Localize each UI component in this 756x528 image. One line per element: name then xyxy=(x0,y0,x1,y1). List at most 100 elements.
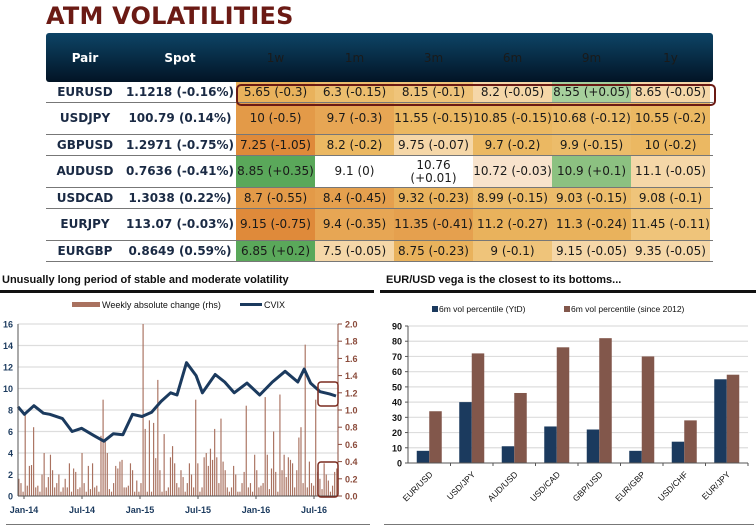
y-left-tick-label: 16 xyxy=(3,320,13,330)
vol-cell-1m: 9.4 (-0.35) xyxy=(315,209,394,240)
y-tick-label: 80 xyxy=(392,337,402,347)
weekly-change-bar xyxy=(319,478,321,496)
weekly-change-bar xyxy=(51,470,54,496)
weekly-change-bar xyxy=(73,468,75,496)
weekly-change-bar xyxy=(115,465,117,496)
weekly-change-bar xyxy=(273,431,275,496)
vol-cell-3m: 9.32 (-0.23) xyxy=(394,188,473,208)
spot-cell: 0.8649 (0.59%) xyxy=(128,243,232,258)
x-category-label: USD/CAD xyxy=(528,469,562,503)
weekly-change-bar xyxy=(195,399,197,496)
weekly-change-bar xyxy=(323,463,325,496)
annotation-box-cvix xyxy=(317,381,339,407)
weekly-change-bar xyxy=(150,491,153,496)
y-tick-label: 90 xyxy=(392,322,402,332)
weekly-change-bar xyxy=(300,427,302,496)
weekly-change-bar xyxy=(228,491,230,496)
weekly-change-bar xyxy=(308,461,310,496)
x-tick-label: Jul-15 xyxy=(185,505,211,515)
weekly-change-bar xyxy=(190,474,193,496)
weekly-change-bar xyxy=(304,344,306,496)
header-9m: 9m xyxy=(581,50,602,65)
header-pair: Pair xyxy=(71,50,99,65)
table-row: USDCAD 1.3038 (0.22%) 8.7 (-0.55) 8.4 (-0.4… xyxy=(46,188,713,209)
weekly-change-bar xyxy=(117,468,119,496)
table-body: EURUSD 1.1218 (-0.16%) 5.65 (-0.3) 6.3 (-0.… xyxy=(46,82,713,262)
weekly-change-bar xyxy=(91,463,94,496)
y-left-tick-label: 6 xyxy=(8,427,13,437)
header-1m: 1m xyxy=(344,50,365,65)
weekly-change-bar xyxy=(298,437,300,496)
weekly-change-bar xyxy=(239,491,241,496)
weekly-change-bar xyxy=(209,448,212,496)
y-right-tick-label: 2.0 xyxy=(345,320,358,330)
header-3m: 3m xyxy=(423,50,444,65)
y-left-tick-label: 14 xyxy=(3,341,13,351)
weekly-change-bar xyxy=(241,483,243,496)
left-chart-bottom-rule xyxy=(6,524,370,525)
y-left-tick-label: 8 xyxy=(8,406,13,416)
weekly-change-bar xyxy=(153,422,155,496)
weekly-change-bar xyxy=(121,459,123,496)
weekly-change-bar xyxy=(325,474,327,496)
vol-cell-1w: 5.65 (-0.3) xyxy=(236,82,315,102)
vol-cell-6m: 8.2 (-0.05) xyxy=(473,82,552,102)
ytd-bar xyxy=(629,450,642,463)
left-legend: Weekly absolute change (rhs) CVIX xyxy=(72,300,285,310)
vol-cell-9m: 9.15 (-0.05) xyxy=(552,241,631,261)
legend-swatch-weekly-change xyxy=(72,302,100,307)
weekly-change-bar xyxy=(163,434,165,496)
weekly-change-bar xyxy=(131,470,134,496)
weekly-change-bar xyxy=(106,453,108,496)
since2012-bar xyxy=(429,411,442,463)
weekly-change-bar xyxy=(159,470,161,496)
vol-cell-1w: 8.85 (+0.35) xyxy=(236,156,315,187)
vol-cell-9m: 10.68 (-0.12) xyxy=(552,103,631,134)
weekly-change-bar xyxy=(230,487,233,496)
pair-cell: USDJPY xyxy=(59,111,111,125)
x-tick-label: Jan-14 xyxy=(10,505,39,515)
weekly-change-bar xyxy=(129,463,132,496)
y-tick-label: 10 xyxy=(392,443,402,453)
weekly-change-bar xyxy=(157,379,159,496)
y-tick-label: 40 xyxy=(392,398,402,408)
weekly-change-bar xyxy=(30,465,33,496)
weekly-change-bar xyxy=(188,463,190,496)
y-tick-label: 20 xyxy=(392,428,402,438)
since2012-bar xyxy=(471,353,485,463)
weekly-change-bar xyxy=(113,483,115,496)
table-row: EURJPY 113.07 (-0.03%) 9.15 (-0.75) 9.4 (-0… xyxy=(46,209,713,241)
x-category-label: EUR/JPY xyxy=(700,469,733,502)
weekly-change-bar xyxy=(98,491,100,496)
vol-cell-1w: 9.15 (-0.75) xyxy=(236,209,315,240)
vol-cell-1m: 8.4 (-0.45) xyxy=(315,188,394,208)
table-row: GBPUSD 1.2971 (-0.75%) 7.25 (-1.05) 8.2 (-0… xyxy=(46,135,713,156)
weekly-change-bar xyxy=(108,489,110,496)
weekly-change-bar xyxy=(184,491,186,496)
weekly-change-bar xyxy=(136,480,138,496)
since2012-bar xyxy=(514,392,527,463)
weekly-change-bar xyxy=(104,440,106,496)
left-chart-rule xyxy=(0,290,374,293)
pair-cell: EURGBP xyxy=(57,243,113,258)
vol-cell-1y: 10.55 (-0.2) xyxy=(631,103,710,134)
right-chart-rule xyxy=(380,290,756,293)
y-right-tick-label: 1.8 xyxy=(345,337,358,347)
weekly-change-bar xyxy=(41,474,43,496)
vol-cell-1y: 9.08 (-0.1) xyxy=(631,188,710,208)
weekly-change-bar xyxy=(144,428,146,496)
ytd-bar xyxy=(671,441,685,463)
pair-cell: GBPUSD xyxy=(56,137,114,152)
weekly-change-bar xyxy=(142,324,144,496)
weekly-change-bar xyxy=(247,487,249,496)
vol-cell-1y: 11.1 (-0.05) xyxy=(631,156,710,187)
x-tick-label: Jul-14 xyxy=(69,505,95,515)
vol-cell-3m: 11.35 (-0.41) xyxy=(394,209,473,240)
x-tick-label: Jan-15 xyxy=(126,505,155,515)
vol-percentile-chart: 6m vol percentile (YtD) 6m vol percentil… xyxy=(392,304,749,503)
weekly-change-bar xyxy=(20,483,22,496)
weekly-change-bar xyxy=(186,483,188,496)
y-right-tick-label: 1.4 xyxy=(345,371,358,381)
weekly-change-bar xyxy=(35,487,37,496)
weekly-change-bar xyxy=(245,405,247,496)
